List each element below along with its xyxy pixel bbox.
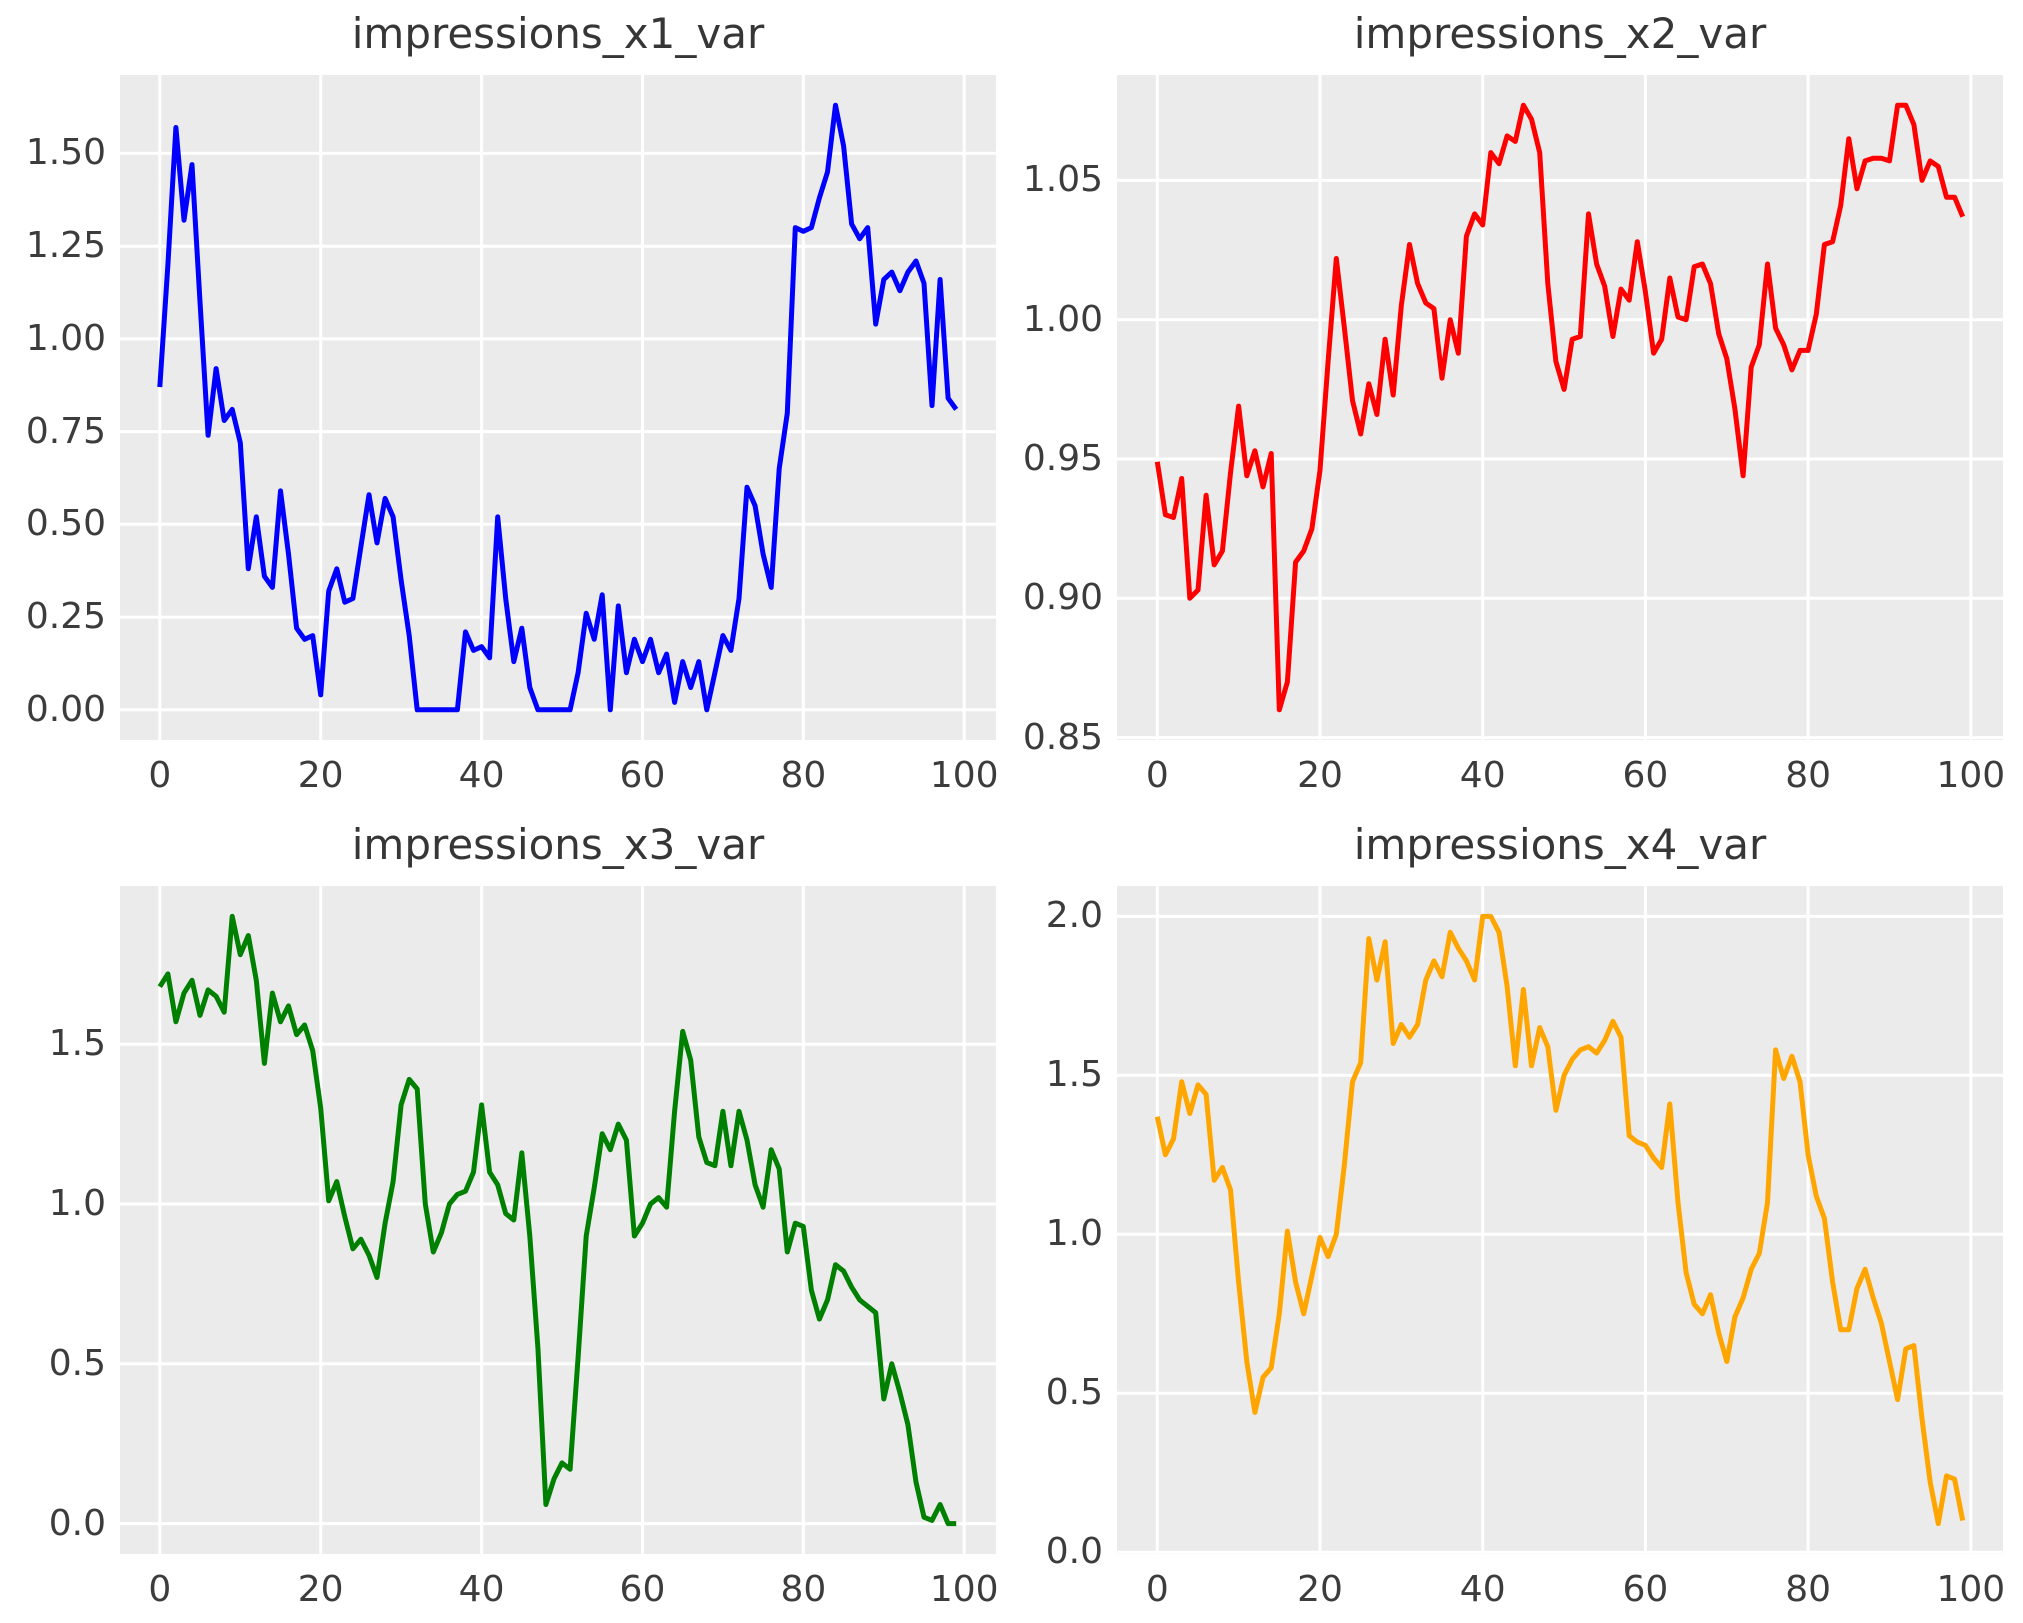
- plot-background: [1117, 886, 2003, 1554]
- x-tick-label: 40: [458, 755, 505, 796]
- subplot-impressions-x4-var: impressions_x4_var 0.0 0.5 1.0 1.5 2.0 0 20 40 6…: [1011, 811, 2023, 1623]
- data-line: [1154, 102, 1966, 713]
- x-tick-label: 100: [1936, 755, 2006, 796]
- x-tick-label: 100: [929, 755, 999, 796]
- x-tick-label: 60: [1622, 1569, 1669, 1610]
- y-tick-label: 0.5: [48, 1342, 106, 1384]
- subplot-impressions-x2-var: impressions_x2_var 0.85 0.90 0.95 1.00 1.05 0…: [1011, 0, 2023, 811]
- x-tick-label: 40: [1459, 1569, 1506, 1610]
- plot-area: [1117, 75, 2003, 740]
- x-tick-label: 0: [1145, 1569, 1169, 1610]
- x-tick-label: 80: [1785, 1569, 1832, 1610]
- x-tick-label: 0: [1145, 755, 1169, 796]
- y-tick-label: 1.0: [48, 1183, 106, 1225]
- x-tick-label: 80: [1785, 755, 1832, 796]
- plot-background: [1117, 75, 2003, 740]
- y-tick-label: 1.5: [48, 1023, 106, 1065]
- x-tick-label: 20: [1297, 755, 1343, 796]
- chart-title: impressions_x1_var: [351, 9, 765, 58]
- plot-area: [120, 886, 996, 1554]
- y-tick-label: 1.25: [25, 225, 106, 267]
- y-tick-label: 0.00: [25, 688, 106, 730]
- y-tick-label: 1.50: [25, 132, 106, 174]
- x-tick-label: 40: [1459, 755, 1506, 796]
- x-tick-label: 60: [1622, 755, 1669, 796]
- x-tick-label: 40: [458, 1569, 505, 1610]
- y-tick-label: 0.0: [48, 1502, 106, 1544]
- x-tick-label: 80: [780, 755, 827, 796]
- chart-title: impressions_x4_var: [1353, 820, 1767, 869]
- y-tick-label: 1.00: [1022, 298, 1103, 340]
- y-tick-label: 1.0: [1045, 1213, 1103, 1255]
- y-tick-label: 0.25: [25, 596, 106, 638]
- chart-title: impressions_x2_var: [1353, 9, 1767, 58]
- plot-area: [1117, 886, 2003, 1554]
- data-line: [157, 102, 959, 713]
- y-tick-label: 0.95: [1022, 438, 1103, 480]
- data-line: [157, 913, 957, 1527]
- x-tick-label: 100: [929, 1569, 999, 1610]
- y-tick-label: 2.0: [1045, 895, 1103, 937]
- y-tick-label: 0.85: [1022, 716, 1103, 758]
- chart-title: impressions_x3_var: [351, 820, 765, 869]
- subplot-impressions-x1-var: impressions_x1_var 0.00 0.25 0.50 0.75 1.00 1…: [0, 0, 1011, 811]
- y-tick-label: 0.90: [1022, 577, 1103, 619]
- plot-background: [120, 886, 996, 1554]
- data-line: [1154, 913, 1966, 1527]
- y-tick-label: 0.75: [25, 410, 106, 452]
- x-tick-label: 80: [780, 1569, 827, 1610]
- y-tick-label: 0.0: [1045, 1531, 1103, 1573]
- x-tick-label: 0: [148, 1569, 172, 1610]
- x-tick-label: 20: [297, 1569, 344, 1610]
- x-tick-label: 100: [1936, 1569, 2006, 1610]
- y-tick-label: 1.00: [25, 317, 106, 359]
- y-tick-label: 1.05: [1022, 159, 1103, 201]
- x-tick-label: 60: [619, 1569, 666, 1610]
- subplot-impressions-x3-var: impressions_x3_var 0.0 0.5 1.0 1.5 0 20 40 60 80…: [0, 811, 1011, 1623]
- y-tick-label: 0.50: [25, 503, 106, 545]
- plot-area: [120, 75, 996, 740]
- x-tick-label: 0: [148, 755, 172, 796]
- y-tick-label: 0.5: [1045, 1372, 1103, 1414]
- y-tick-label: 1.5: [1045, 1054, 1103, 1096]
- x-tick-label: 60: [619, 755, 666, 796]
- x-tick-label: 20: [1297, 1569, 1343, 1610]
- x-tick-label: 20: [297, 755, 344, 796]
- plot-background: [120, 75, 996, 740]
